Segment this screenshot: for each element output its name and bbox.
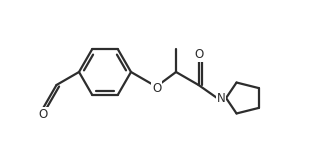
- Text: O: O: [194, 48, 203, 61]
- Text: N: N: [217, 91, 225, 105]
- Text: O: O: [39, 108, 48, 121]
- Text: O: O: [152, 82, 161, 94]
